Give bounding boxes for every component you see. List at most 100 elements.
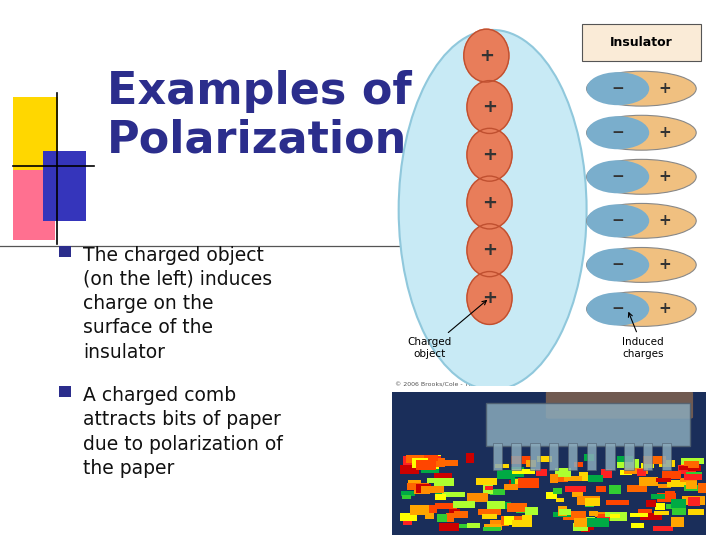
Bar — [434, 478, 454, 486]
Bar — [588, 475, 603, 482]
Text: +: + — [482, 241, 497, 259]
Bar — [490, 519, 509, 526]
Bar — [563, 511, 586, 519]
Ellipse shape — [587, 247, 696, 282]
Bar — [638, 509, 652, 514]
Bar — [684, 474, 702, 480]
Bar — [654, 503, 665, 510]
Bar — [401, 491, 415, 496]
Bar — [411, 487, 429, 490]
Bar — [492, 502, 511, 509]
Bar — [577, 525, 594, 530]
Bar — [421, 456, 441, 461]
Bar — [611, 514, 621, 518]
Bar — [568, 443, 577, 470]
Bar — [403, 521, 412, 525]
Bar — [688, 465, 701, 471]
Text: +: + — [659, 213, 671, 228]
Ellipse shape — [587, 160, 649, 193]
Bar — [575, 462, 583, 468]
Bar — [656, 477, 671, 482]
Bar — [454, 501, 475, 508]
Bar — [678, 465, 696, 474]
Bar — [660, 460, 675, 467]
Bar — [511, 478, 527, 488]
Bar — [521, 515, 532, 521]
Bar — [449, 509, 460, 513]
Text: Charged
object: Charged object — [408, 301, 487, 359]
Text: +: + — [479, 46, 494, 65]
Bar — [421, 486, 444, 492]
Text: −: − — [611, 301, 624, 316]
Bar — [654, 511, 669, 515]
Bar — [643, 456, 666, 464]
Bar — [558, 506, 567, 516]
Bar — [550, 474, 559, 483]
Ellipse shape — [399, 30, 587, 390]
Bar — [476, 478, 497, 485]
Text: The charged object
(on the left) induces
charge on the
surface of the
insulator: The charged object (on the left) induces… — [83, 246, 272, 362]
Bar — [572, 523, 588, 530]
Bar — [504, 484, 518, 490]
Bar — [555, 468, 571, 477]
Circle shape — [467, 80, 512, 133]
Bar — [552, 488, 562, 494]
Circle shape — [467, 176, 512, 229]
Bar — [617, 456, 633, 462]
Text: Examples of
Polarization: Examples of Polarization — [107, 70, 411, 161]
Bar — [605, 512, 626, 521]
Bar — [581, 525, 590, 532]
Ellipse shape — [587, 292, 696, 326]
Bar — [564, 486, 586, 492]
Bar — [636, 469, 646, 476]
Bar — [600, 469, 612, 477]
Bar — [414, 487, 431, 495]
Bar — [410, 505, 428, 515]
Bar — [443, 460, 459, 465]
Bar — [639, 477, 657, 486]
Bar — [657, 494, 676, 502]
Bar — [516, 479, 531, 486]
Bar — [434, 473, 452, 482]
Bar — [559, 509, 571, 516]
Bar — [587, 443, 596, 470]
Bar — [574, 517, 598, 528]
Bar — [546, 492, 557, 498]
Bar — [400, 465, 419, 474]
Bar — [407, 483, 429, 490]
Bar — [536, 469, 546, 476]
Bar — [606, 501, 629, 505]
Bar — [688, 497, 701, 506]
Bar — [59, 386, 71, 397]
Bar — [588, 518, 609, 527]
Bar — [402, 495, 411, 499]
Bar — [670, 481, 683, 487]
Ellipse shape — [587, 248, 649, 281]
Bar — [597, 514, 606, 521]
Bar — [501, 516, 523, 525]
Text: +: + — [659, 125, 671, 140]
Bar — [511, 456, 531, 464]
Bar — [439, 523, 459, 531]
Bar — [554, 472, 568, 482]
Bar — [467, 493, 488, 502]
Bar — [642, 463, 654, 468]
Circle shape — [464, 29, 509, 82]
Bar — [627, 485, 647, 492]
Bar — [442, 492, 466, 497]
Bar — [681, 458, 698, 468]
Bar — [685, 481, 697, 489]
Ellipse shape — [587, 204, 696, 238]
Bar — [584, 454, 593, 461]
Bar — [585, 498, 600, 506]
Bar — [454, 511, 468, 518]
Text: © 2006 Brooks/Cole - Thomson: © 2006 Brooks/Cole - Thomson — [395, 382, 493, 388]
Ellipse shape — [587, 71, 696, 106]
Bar — [662, 471, 681, 479]
Bar — [435, 503, 457, 509]
Bar — [530, 443, 539, 470]
Bar — [572, 489, 583, 497]
Bar — [553, 512, 570, 517]
Bar — [525, 507, 539, 515]
Bar — [670, 499, 686, 508]
